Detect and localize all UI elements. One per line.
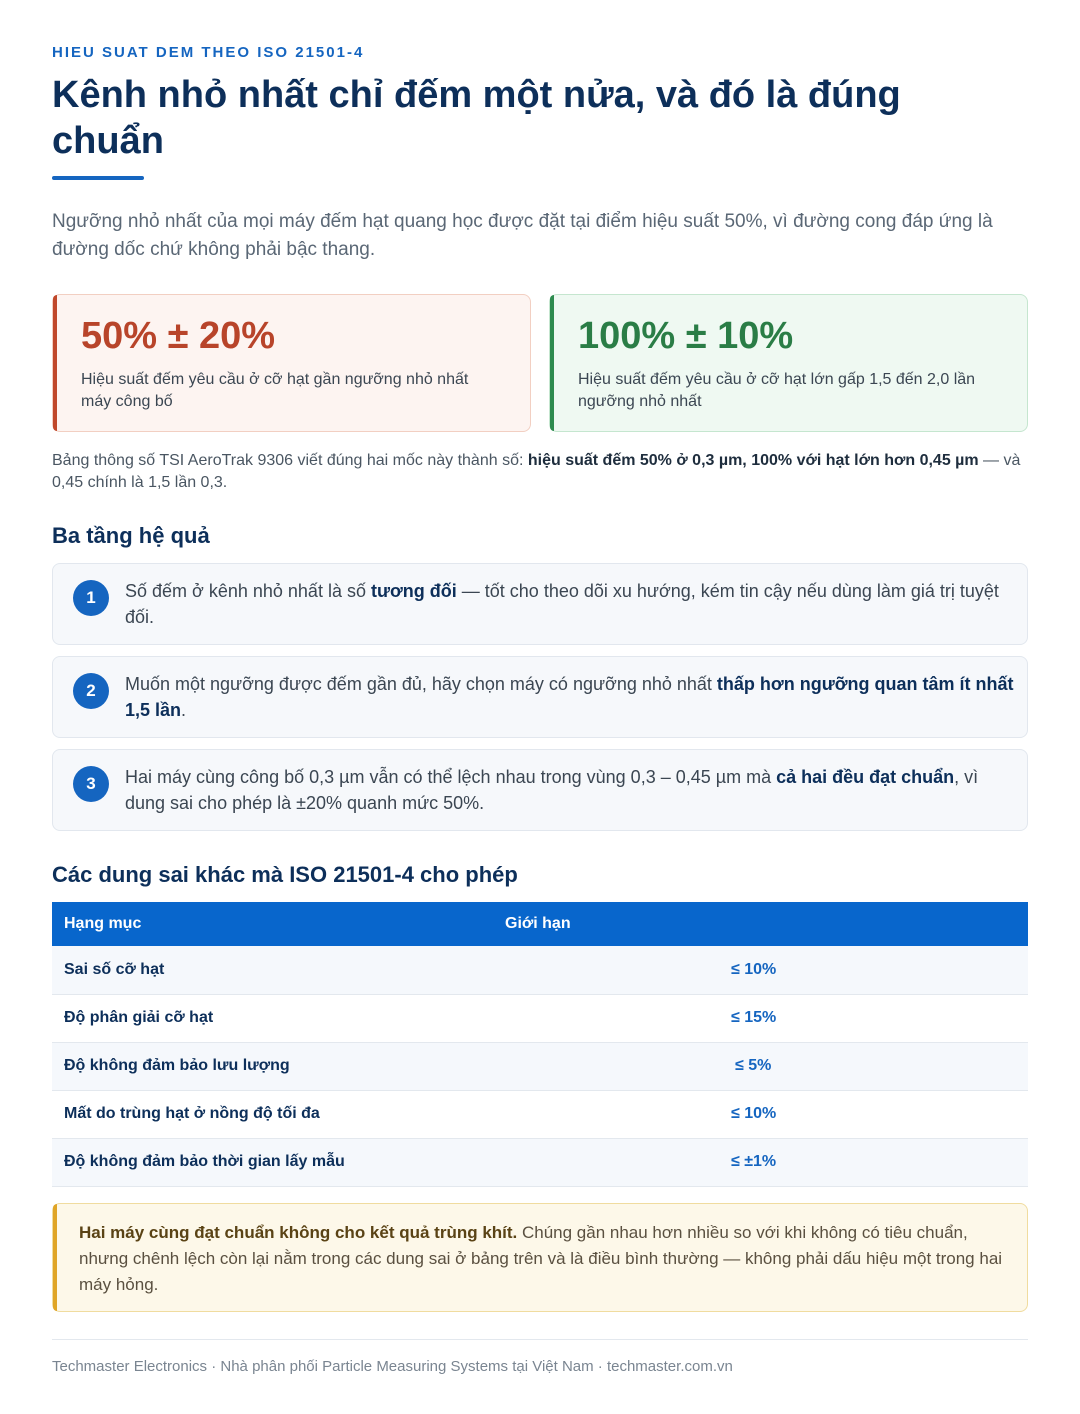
- title-underline: [52, 176, 144, 180]
- table-row: Mất do trùng hạt ở nồng độ tối đa ≤ 10%: [52, 1090, 1028, 1139]
- row-item: Độ phân giải cỡ hạt: [52, 994, 493, 1043]
- callout-body: Chúng gần nhau hơn nhiều so với khi khôn…: [79, 1223, 1003, 1294]
- text-run: Số đếm ở kênh nhỏ nhất là số: [125, 581, 371, 601]
- page-title: Kênh nhỏ nhất chỉ đếm một nửa, và đó là …: [52, 74, 901, 162]
- row-limit: ≤ 10%: [493, 1090, 1028, 1139]
- table-row: Sai số cỡ hạt ≤ 10%: [52, 946, 1028, 995]
- row-item: Độ không đảm bảo thời gian lấy mẫu: [52, 1138, 493, 1187]
- consequence-card: 2 Muốn một ngưỡng được đếm gần đủ, hãy c…: [52, 656, 1028, 738]
- section-heading-consequences: Ba tầng hệ quả: [52, 523, 210, 548]
- table-row: Độ phân giải cỡ hạt ≤ 15%: [52, 994, 1028, 1043]
- text-run: , vì dung sai cho phép là ±20% quanh mức…: [125, 767, 979, 813]
- text-run: Muốn một ngưỡng được đếm gần đủ, hãy chọ…: [125, 674, 717, 694]
- spec-note-emphasis: hiệu suất đếm 50% ở 0,3 µm, 100% với hạt…: [527, 452, 979, 469]
- section-heading-tolerances: Các dung sai khác mà ISO 21501-4 cho phé…: [52, 862, 518, 887]
- row-item: Sai số cỡ hạt: [52, 946, 493, 995]
- tolerance-table: Hạng mục Giới hạn Sai số cỡ hạt ≤ 10% Độ…: [52, 902, 1028, 1187]
- stat-card-threshold: 50% ± 20% Hiệu suất đếm yêu cầu ở cỡ hạt…: [52, 294, 531, 432]
- consequence-text: Số đếm ở kênh nhỏ nhất là số tương đối —…: [125, 578, 1015, 630]
- consequence-text: Hai máy cùng công bố 0,3 µm vẫn có thể l…: [125, 764, 1015, 816]
- step-number-badge: 2: [73, 673, 109, 709]
- spec-note-prefix: Bảng thông số TSI AeroTrak 9306 viết đún…: [52, 452, 528, 469]
- text-emphasis: thấp hơn ngưỡng quan tâm ít nhất 1,5 lần: [125, 674, 1014, 720]
- step-number-badge: 3: [73, 766, 109, 802]
- text-emphasis: cả hai đều đạt chuẩn: [776, 767, 955, 787]
- callout-text: Hai máy cùng đạt chuẩn không cho kết quả…: [79, 1220, 1003, 1298]
- text-run: — tốt cho theo dõi xu hướng, kém tin cậy…: [125, 581, 999, 627]
- lead-paragraph: Ngưỡng nhỏ nhất của mọi máy đếm hạt quan…: [52, 211, 993, 260]
- table-row: Độ không đảm bảo thời gian lấy mẫu ≤ ±1%: [52, 1138, 1028, 1187]
- stat-description: Hiệu suất đếm yêu cầu ở cỡ hạt lớn gấp 1…: [578, 371, 976, 410]
- spec-note: Bảng thông số TSI AeroTrak 9306 viết đún…: [52, 450, 1028, 494]
- consequence-text: Muốn một ngưỡng được đếm gần đủ, hãy chọ…: [125, 671, 1015, 723]
- stat-description: Hiệu suất đếm yêu cầu ở cỡ hạt gần ngưỡn…: [81, 371, 469, 410]
- callout-emphasis: Hai máy cùng đạt chuẩn không cho kết quả…: [79, 1223, 518, 1242]
- consequence-card: 1 Số đếm ở kênh nhỏ nhất là số tương đối…: [52, 563, 1028, 645]
- column-header-limit: Giới hạn: [493, 902, 1028, 946]
- column-header-item: Hạng mục: [52, 902, 493, 946]
- row-limit: ≤ 5%: [493, 1042, 1028, 1091]
- row-item: Độ không đảm bảo lưu lượng: [52, 1042, 493, 1091]
- row-limit: ≤ 15%: [493, 994, 1028, 1043]
- text-run: Hai máy cùng công bố 0,3 µm vẫn có thể l…: [125, 767, 777, 787]
- spec-note-suffix: — và 0,45 chính là 1,5 lần 0,3.: [52, 452, 1021, 491]
- row-limit: ≤ 10%: [493, 946, 1028, 995]
- footer-text: Techmaster Electronics · Nhà phân phối P…: [52, 1358, 733, 1375]
- row-item: Mất do trùng hạt ở nồng độ tối đa: [52, 1090, 493, 1139]
- consequence-card: 3 Hai máy cùng công bố 0,3 µm vẫn có thể…: [52, 749, 1028, 831]
- callout-box: Hai máy cùng đạt chuẩn không cho kết quả…: [52, 1203, 1028, 1312]
- table-row: Độ không đảm bảo lưu lượng ≤ 5%: [52, 1042, 1028, 1091]
- row-limit: ≤ ±1%: [493, 1138, 1028, 1187]
- text-emphasis: tương đối: [370, 581, 457, 601]
- text-run: .: [181, 700, 187, 720]
- footer-divider: [52, 1339, 1028, 1340]
- eyebrow-label: HIEU SUAT DEM THEO ISO 21501-4: [52, 44, 365, 61]
- step-number-badge: 1: [73, 580, 109, 616]
- stat-value: 100% ± 10%: [578, 315, 794, 357]
- table-header-row: Hạng mục Giới hạn: [52, 902, 1028, 946]
- stat-card-large-particles: 100% ± 10% Hiệu suất đếm yêu cầu ở cỡ hạ…: [549, 294, 1028, 432]
- stat-value: 50% ± 20%: [81, 315, 276, 357]
